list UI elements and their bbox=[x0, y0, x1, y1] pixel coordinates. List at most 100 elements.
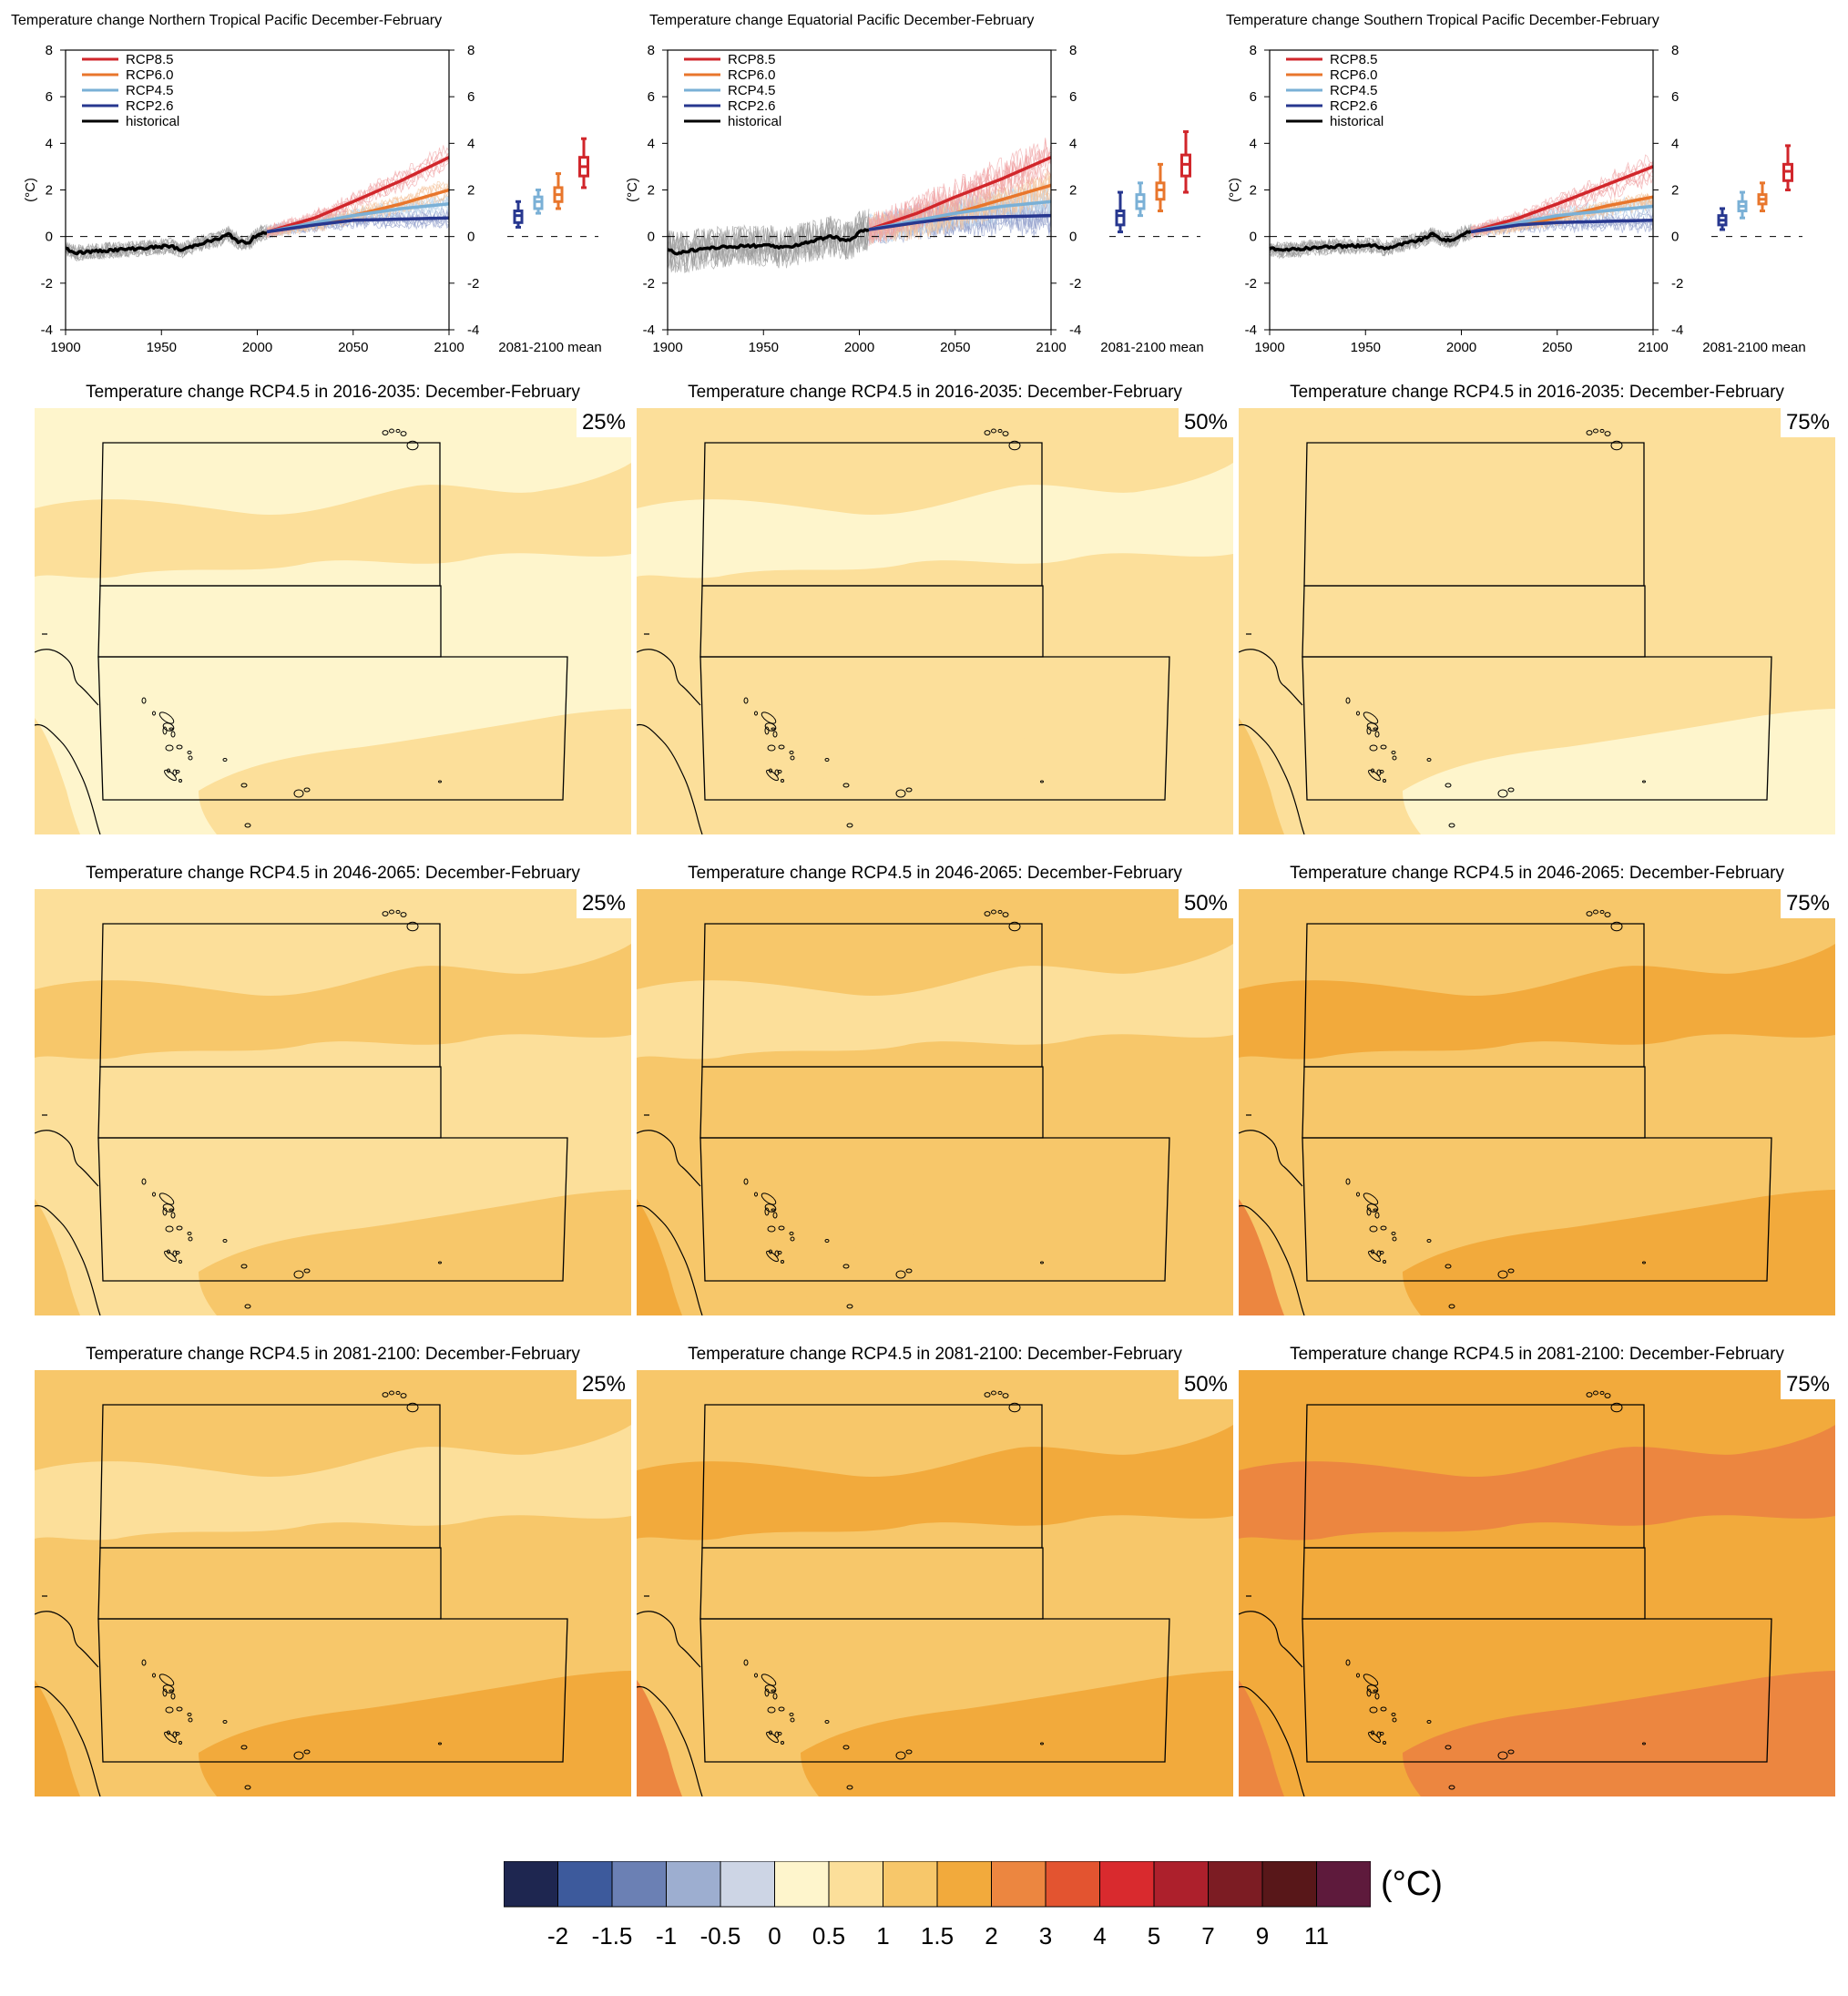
island-outline bbox=[175, 770, 180, 773]
island-outline bbox=[389, 1390, 394, 1396]
y-tick-label: -4 bbox=[1671, 322, 1683, 338]
island-outline bbox=[1445, 1264, 1452, 1269]
island-outline bbox=[1507, 1268, 1515, 1274]
island-outline bbox=[1507, 1749, 1515, 1755]
island-outline bbox=[1379, 1732, 1384, 1735]
island-outline bbox=[1368, 769, 1381, 782]
island-outline bbox=[188, 755, 193, 761]
region-box-south bbox=[97, 1618, 568, 1763]
RCP8.5-mean-line bbox=[1470, 165, 1654, 234]
percentile-label: 25% bbox=[576, 408, 631, 437]
island-outline bbox=[1497, 1270, 1508, 1279]
island-outline bbox=[846, 823, 853, 828]
island-outline bbox=[771, 1208, 776, 1212]
island-outline bbox=[164, 1731, 177, 1744]
contour-band bbox=[1403, 1671, 1835, 1796]
RCP2.6-boxplot bbox=[1115, 190, 1126, 234]
island-outline bbox=[1604, 1393, 1611, 1398]
island-outline bbox=[303, 787, 311, 793]
island-outline bbox=[1373, 727, 1378, 731]
island-outline bbox=[1002, 912, 1009, 917]
y-tick-label: 2 bbox=[1250, 183, 1257, 199]
ensemble-members bbox=[1269, 154, 1654, 260]
island-outline bbox=[790, 1236, 795, 1242]
contour-band bbox=[637, 463, 1233, 578]
island-outline bbox=[1426, 1720, 1432, 1724]
contour-band bbox=[637, 944, 1233, 1059]
island-outline bbox=[1369, 1706, 1378, 1714]
x-tick-label: 1900 bbox=[1254, 340, 1284, 355]
map-panel: 75% bbox=[1239, 408, 1835, 834]
island-outline bbox=[152, 711, 156, 716]
region-boxes bbox=[699, 442, 1170, 801]
RCP6.0-boxplot bbox=[1155, 162, 1166, 213]
coastline bbox=[35, 649, 99, 706]
colorbar-segment bbox=[1045, 1861, 1100, 1908]
island-outline bbox=[1002, 431, 1009, 436]
island-outline bbox=[303, 1268, 311, 1274]
island-outline bbox=[165, 1225, 174, 1233]
coastline bbox=[35, 723, 101, 834]
map-svg bbox=[1239, 889, 1835, 1315]
x-tick-label: 1950 bbox=[749, 340, 779, 355]
y-tick-label: 0 bbox=[648, 230, 655, 245]
island-outline bbox=[1392, 1236, 1397, 1242]
y-tick-label: 4 bbox=[46, 136, 53, 151]
island-outline bbox=[175, 1251, 180, 1254]
y-tick-label: 0 bbox=[1671, 230, 1679, 245]
region-boxes bbox=[699, 923, 1170, 1282]
island-outline bbox=[1369, 1225, 1378, 1233]
historical-member-line bbox=[667, 210, 870, 271]
y-tick-label: 6 bbox=[1250, 89, 1257, 105]
y-tick-label: 8 bbox=[648, 43, 655, 58]
map-panel: 75% bbox=[1239, 889, 1835, 1315]
island-outline bbox=[1391, 1713, 1396, 1716]
region-box-south bbox=[699, 1137, 1170, 1282]
island-outline bbox=[761, 1674, 777, 1686]
island-outline bbox=[1040, 1742, 1044, 1745]
island-outline bbox=[1345, 697, 1351, 704]
timeseries-title: Temperature change Equatorial Pacific De… bbox=[649, 13, 1035, 28]
island-outline bbox=[1586, 1392, 1593, 1397]
y-tick-label: 2 bbox=[648, 183, 655, 199]
island-outline bbox=[771, 1689, 776, 1693]
contour-band bbox=[637, 718, 682, 834]
island-outline bbox=[170, 1212, 176, 1219]
island-outline bbox=[1373, 1208, 1378, 1212]
contour-band bbox=[35, 718, 80, 834]
island-outline bbox=[1604, 912, 1611, 917]
island-outline bbox=[766, 769, 779, 782]
island-outline bbox=[170, 731, 176, 738]
island-outline bbox=[895, 1270, 906, 1279]
box bbox=[1115, 210, 1126, 227]
island-outline bbox=[162, 1207, 168, 1216]
region-boxes bbox=[1302, 923, 1772, 1282]
island-outline bbox=[389, 428, 394, 434]
region-box-south bbox=[1302, 1618, 1772, 1763]
island-outline bbox=[1383, 1260, 1386, 1264]
island-outline bbox=[240, 1264, 248, 1269]
islands bbox=[1345, 909, 1646, 1309]
island-outline bbox=[168, 727, 174, 731]
x-tick-label: 1900 bbox=[50, 340, 80, 355]
coastline bbox=[1239, 1130, 1303, 1187]
island-outline bbox=[846, 1304, 853, 1309]
island-outline bbox=[187, 751, 192, 754]
colorbar-segment bbox=[720, 1861, 775, 1908]
coastline bbox=[1239, 1204, 1305, 1315]
contour-band bbox=[637, 1425, 1233, 1541]
island-outline bbox=[187, 1232, 192, 1235]
island-outline bbox=[1599, 909, 1605, 915]
percentile-label: 75% bbox=[1780, 889, 1835, 918]
island-outline bbox=[1040, 1261, 1044, 1264]
y-tick-label: -4 bbox=[643, 322, 655, 338]
island-outline bbox=[400, 1393, 407, 1398]
island-outline bbox=[778, 1225, 785, 1231]
island-outline bbox=[1366, 726, 1372, 735]
island-outline bbox=[754, 711, 758, 716]
island-outline bbox=[824, 1720, 830, 1724]
island-outline bbox=[406, 921, 419, 932]
island-outline bbox=[382, 911, 389, 916]
island-outline bbox=[293, 1270, 304, 1279]
